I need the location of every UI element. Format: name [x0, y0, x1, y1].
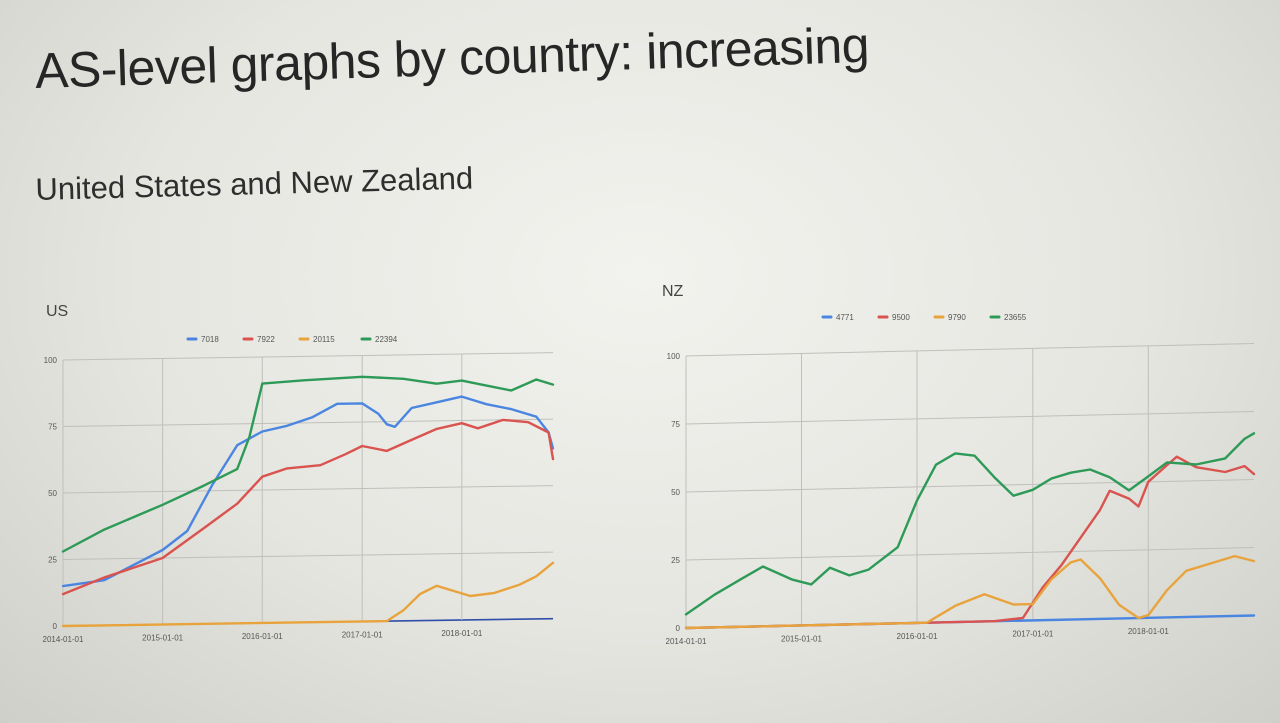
nz-legend-item-9790: 9790 [933, 313, 966, 322]
nz-hgrid-75 [685, 411, 1255, 425]
nz-legend-label-9500: 9500 [892, 313, 910, 322]
nz-ytick-0: 0 [676, 624, 681, 633]
nz-ytick-75: 75 [671, 420, 680, 429]
slide-subtitle: United States and New Zealand [35, 160, 474, 208]
us-xtick-1: 2015-01-01 [142, 634, 183, 643]
nz-xtick-0: 2014-01-01 [666, 637, 707, 646]
us-legend-item-7922: 7922 [242, 335, 275, 344]
nz-chart: NZ 4771 9500 9790 23655 0 25 50 75 100 2014-01-01 2… [662, 283, 1256, 646]
us-hgrid-75 [62, 418, 554, 427]
nz-legend-item-9500: 9500 [877, 313, 910, 322]
nz-series-line-9500 [684, 455, 1256, 630]
us-series-line-22394 [61, 375, 555, 553]
nz-legend-label-4771: 4771 [836, 313, 854, 322]
us-chart: US 7018 7922 20115 22394 0 25 50 75 100 2014-01-01… [43, 303, 555, 644]
nz-legend-item-23655: 23655 [989, 313, 1027, 322]
nz-xtick-4: 2018-01-01 [1128, 627, 1169, 636]
nz-xtick-1: 2015-01-01 [781, 634, 822, 643]
slide-title: AS-level graphs by country: increasing [34, 16, 870, 100]
us-legend-label-20115: 20115 [313, 335, 335, 344]
us-ytick-100: 100 [44, 356, 58, 365]
us-legend-label-7922: 7922 [257, 335, 275, 344]
us-series-line-7922 [61, 418, 555, 596]
nz-ytick-50: 50 [671, 488, 680, 497]
us-legend-item-7018: 7018 [186, 335, 219, 344]
nz-legend-label-9790: 9790 [948, 313, 966, 322]
nz-legend-item-4771: 4771 [821, 313, 854, 322]
us-series-line-20115 [61, 561, 555, 628]
us-hgrid-50 [62, 485, 554, 494]
us-ytick-25: 25 [48, 556, 57, 565]
nz-hgrid-50 [685, 479, 1255, 493]
us-chart-title: US [46, 303, 68, 320]
us-xtick-0: 2014-01-01 [43, 635, 84, 644]
us-xtick-4: 2018-01-01 [441, 629, 482, 638]
nz-hgrid-100 [685, 343, 1255, 357]
nz-chart-title: NZ [662, 283, 684, 300]
nz-legend-label-23655: 23655 [1004, 313, 1027, 322]
nz-series-line-23655 [684, 432, 1256, 616]
us-ytick-75: 75 [48, 423, 57, 432]
us-series-line-7018 [61, 395, 555, 588]
us-xtick-3: 2017-01-01 [342, 631, 383, 640]
us-xtick-2: 2016-01-01 [242, 632, 283, 641]
us-ytick-50: 50 [48, 489, 57, 498]
us-legend-label-22394: 22394 [375, 335, 398, 344]
nz-series-line-9790 [684, 554, 1256, 630]
us-hgrid-25 [62, 551, 554, 560]
nz-ytick-100: 100 [667, 352, 681, 361]
us-legend-item-20115: 20115 [298, 335, 335, 344]
nz-xtick-3: 2017-01-01 [1012, 629, 1053, 638]
nz-xtick-2: 2016-01-01 [897, 632, 938, 641]
us-legend-item-22394: 22394 [360, 335, 398, 344]
us-ytick-0: 0 [53, 622, 58, 631]
nz-hgrid-25 [685, 547, 1255, 561]
nz-ytick-25: 25 [671, 556, 680, 565]
us-legend-label-7018: 7018 [201, 335, 219, 344]
us-hgrid-100 [62, 352, 554, 361]
